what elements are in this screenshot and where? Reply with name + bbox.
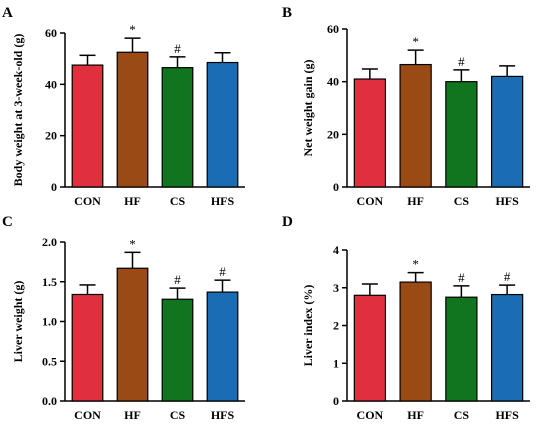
- x-tick-label: HFS: [495, 194, 519, 208]
- y-axis-title: Body weight at 3-week-old (g): [11, 34, 25, 187]
- x-tick-label: CON: [357, 408, 384, 422]
- y-tick-label: 1.0: [42, 315, 57, 329]
- y-tick-label: 60: [327, 22, 339, 36]
- y-tick-label: 1.5: [42, 275, 57, 289]
- chart-panel-b: B 0 20 40 60 Net weight gain (g) CON HF * CS # HFS: [282, 5, 530, 208]
- x-tick-label: HFS: [211, 194, 235, 208]
- y-tick-label: 3: [333, 281, 339, 295]
- bar-con: [353, 294, 387, 402]
- x-tick-label: CS: [454, 194, 470, 208]
- panel-letter: D: [282, 214, 293, 230]
- significance-mark: *: [129, 22, 136, 37]
- significance-mark: *: [129, 236, 136, 251]
- bar-con: [71, 64, 104, 188]
- y-axis-title: Net weight gain (g): [301, 60, 315, 157]
- y-tick-label: 4: [333, 243, 339, 257]
- x-tick-label: CON: [74, 194, 101, 208]
- x-tick-label: CON: [74, 408, 101, 422]
- bar-hfs: [206, 61, 239, 188]
- x-tick-label: CS: [170, 194, 186, 208]
- x-tick-label: CON: [357, 194, 384, 208]
- significance-mark: #: [219, 264, 226, 279]
- bar-hf: [399, 63, 432, 188]
- y-tick-label: 60: [45, 26, 57, 40]
- y-tick-label: 2: [333, 319, 339, 333]
- x-tick-label: HFS: [495, 408, 519, 422]
- chart-panel-d: D 0 1 2 3 4 Liver index (%) CON HF * CS # HFS #: [282, 214, 530, 422]
- significance-mark: #: [174, 272, 181, 287]
- x-tick-label: HF: [407, 408, 424, 422]
- bar-cs: [161, 67, 194, 188]
- y-tick-label: 40: [327, 75, 339, 89]
- significance-mark: #: [458, 54, 465, 69]
- panel-letter: C: [2, 214, 13, 230]
- y-tick-label: 20: [327, 127, 339, 141]
- chart-panel-a: A 0 20 40 60 Body weight at 3-week-old (g) CON…: [2, 5, 245, 208]
- bar-hfs: [206, 291, 239, 402]
- bar-hf: [116, 267, 149, 402]
- y-tick-label: 0: [333, 394, 339, 408]
- x-tick-label: CS: [170, 408, 186, 422]
- chart-panel-c: C 0.0 0.5 1.0 1.5 2.0 Liver weight (g) CON HF * CS…: [2, 214, 245, 422]
- x-tick-label: CS: [454, 408, 470, 422]
- panel-letter: A: [2, 5, 13, 21]
- y-tick-label: 0: [51, 180, 57, 194]
- bar-con: [71, 293, 104, 402]
- bar-hf: [399, 281, 432, 402]
- y-tick-label: 0: [333, 180, 339, 194]
- x-tick-label: HF: [124, 194, 141, 208]
- y-tick-label: 1: [333, 356, 339, 370]
- significance-mark: *: [412, 34, 419, 49]
- bar-hf: [116, 51, 149, 188]
- y-tick-label: 0.5: [42, 354, 57, 368]
- significance-mark: #: [458, 270, 465, 285]
- bar-hfs: [490, 75, 524, 188]
- x-tick-label: HFS: [211, 408, 235, 422]
- x-tick-label: HF: [407, 194, 424, 208]
- panel-letter: B: [282, 5, 292, 21]
- bar-cs: [445, 296, 478, 402]
- significance-mark: #: [174, 41, 181, 56]
- bar-cs: [161, 298, 194, 402]
- significance-mark: *: [412, 257, 419, 272]
- y-tick-label: 0.0: [42, 394, 57, 408]
- x-tick-label: HF: [124, 408, 141, 422]
- y-tick-label: 40: [45, 77, 57, 91]
- bar-con: [353, 78, 387, 188]
- bar-cs: [445, 81, 478, 188]
- y-tick-label: 20: [45, 129, 57, 143]
- y-axis-title: Liver weight (g): [11, 281, 25, 363]
- bar-hfs: [490, 293, 524, 402]
- y-axis-title: Liver index (%): [301, 285, 315, 367]
- y-tick-label: 2.0: [42, 235, 57, 249]
- significance-mark: #: [504, 269, 511, 284]
